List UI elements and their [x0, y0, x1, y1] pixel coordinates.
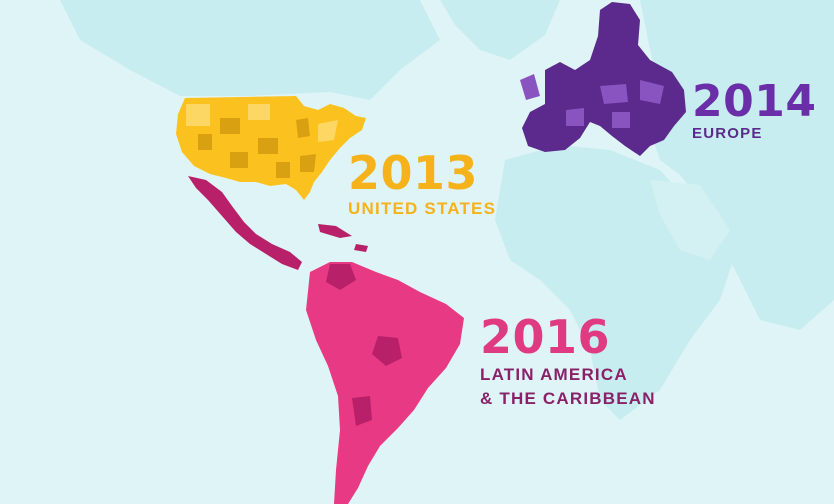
us-state-shades	[198, 118, 316, 178]
europe-shape	[520, 2, 686, 156]
latin-america-shape	[188, 176, 464, 504]
europe-name: EUROPE	[692, 125, 763, 142]
canada-landmass	[60, 0, 440, 100]
arabia-landmass	[650, 180, 730, 260]
united-states-year: 2013	[348, 146, 479, 200]
europe-year: 2014	[692, 76, 817, 127]
south-america	[306, 262, 464, 504]
latin-america-year: 2016	[480, 310, 611, 364]
background-landmasses	[60, 0, 834, 420]
south-america-dark	[326, 264, 402, 426]
us-state-light	[186, 104, 338, 142]
central-america	[188, 176, 302, 270]
europe-mainland	[522, 2, 686, 156]
asia-landmass	[640, 0, 834, 330]
greenland-landmass	[440, 0, 560, 60]
latin-america-name-line1: LATIN AMERICA	[480, 365, 628, 384]
latin-america-name-line2: & THE CARIBBEAN	[480, 388, 656, 408]
united-states-name: UNITED STATES	[348, 199, 497, 218]
united-states-shape	[176, 96, 366, 200]
latin-america-label: 2016 LATIN AMERICA & THE CARIBBEAN	[480, 314, 656, 410]
europe-label: 2014 EUROPE	[692, 76, 817, 142]
united-states-label: 2013 UNITED STATES	[348, 150, 496, 217]
caribbean-islands	[318, 224, 368, 252]
europe-light-countries	[520, 74, 664, 128]
